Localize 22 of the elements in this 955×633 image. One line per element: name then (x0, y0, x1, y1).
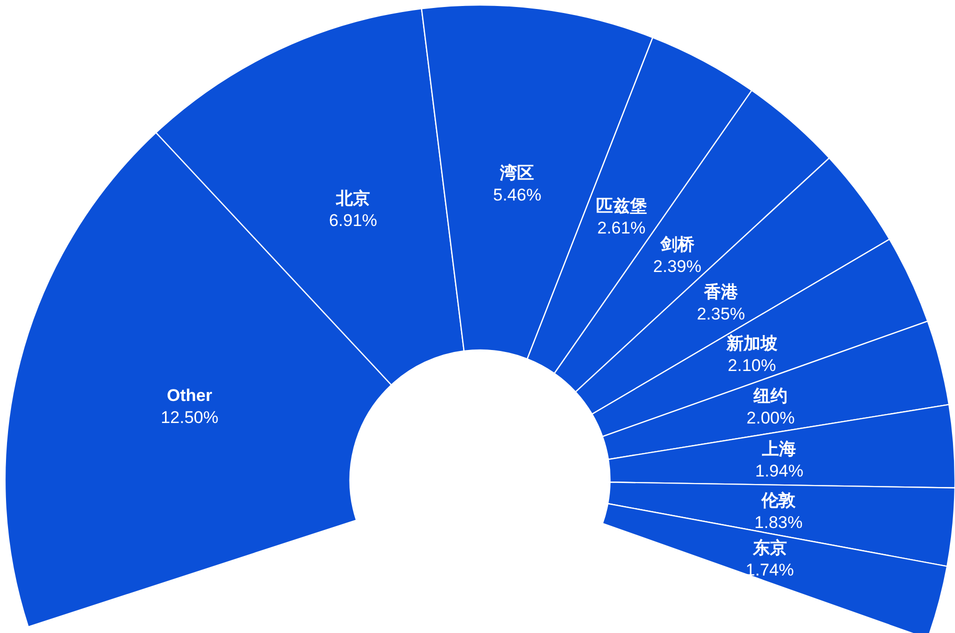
data-label: 1.74% (746, 560, 794, 580)
slice-label: 匹兹堡 (596, 196, 647, 216)
data-label: 2.61% (597, 218, 646, 238)
data-label: 2.00% (746, 408, 795, 428)
data-label: 2.35% (696, 304, 746, 324)
slice-label: 湾区 (499, 163, 534, 182)
data-label: 5.46% (493, 185, 542, 204)
slice-label: 东京 (752, 538, 787, 558)
data-label: 12.50% (160, 408, 218, 427)
slice-label: Other (166, 386, 213, 405)
slice-label: 香港 (702, 282, 739, 302)
data-label: 1.94% (755, 462, 804, 481)
data-label: 1.83% (754, 512, 803, 532)
slice-label: 伦敦 (760, 490, 797, 510)
slice-label: 新加坡 (725, 334, 778, 354)
slice-label: 纽约 (752, 386, 788, 406)
slice-label: 上海 (761, 440, 796, 459)
data-label: 2.10% (728, 356, 776, 376)
slice-label: 剑桥 (659, 234, 696, 254)
data-label: 6.91% (328, 211, 378, 230)
slice-label: 北京 (335, 189, 370, 208)
data-label: 2.39% (653, 256, 702, 276)
